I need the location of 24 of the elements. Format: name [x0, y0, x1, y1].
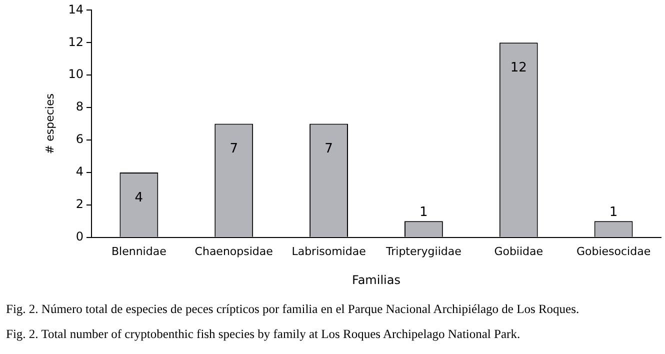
x-tick-label: Gobiidae	[494, 244, 544, 258]
x-tick-label: Labrisomidae	[292, 244, 366, 258]
data-label: 1	[609, 205, 618, 220]
data-label: 12	[510, 60, 527, 76]
data-label: 7	[230, 142, 238, 157]
y-tick-label: 10	[68, 67, 84, 82]
y-tick-label: 4	[76, 164, 84, 179]
caption: Fig. 2. Número total de especies de peces crípticos por familia en el Parque Nacional Archipiélago de Los Roques.	[6, 302, 580, 317]
y-tick-label: 8	[76, 100, 84, 114]
data-label: 1	[420, 205, 428, 220]
y-tick-label: 14	[68, 2, 84, 16]
x-tick-label: Chaenopsidae	[194, 244, 274, 258]
data-label: 4	[134, 190, 144, 206]
y-tick-label: 0	[76, 230, 84, 244]
y-tick-label: 12	[68, 34, 84, 49]
y-axis-title: # especies	[43, 93, 56, 154]
y-tick-label: 6	[76, 132, 84, 146]
caption: Fig. 2. Total number of cryptobenthic fish species by family at Los Roques Archipelago National Park.	[6, 327, 522, 342]
data-label: 7	[324, 142, 333, 157]
x-axis-title: Familias	[352, 272, 400, 287]
x-tick-label: Gobiesocidae	[576, 244, 651, 258]
x-tick-label: Tripterygiidae	[385, 244, 462, 258]
y-tick-label: 2	[76, 197, 84, 212]
x-tick-label: Blennidae	[111, 244, 167, 258]
